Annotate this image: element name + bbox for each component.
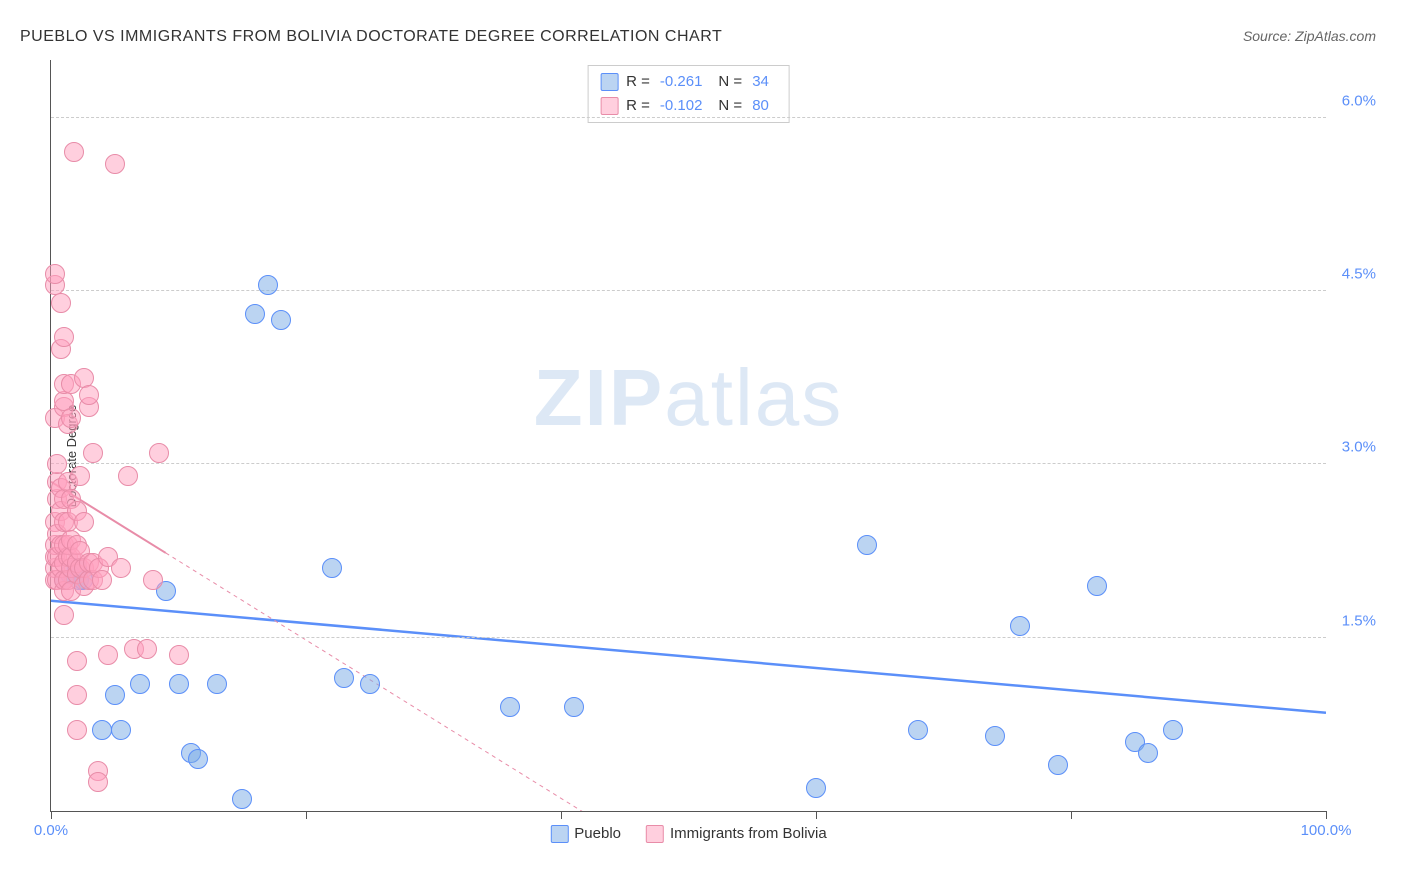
data-point [245,304,265,324]
data-point [98,645,118,665]
x-tick [1071,811,1072,819]
grid-line [51,117,1326,118]
data-point [1087,576,1107,596]
chart-container: Doctorate Degree ZIPatlas R = -0.261 N =… [50,60,1386,852]
data-point [118,466,138,486]
data-point [1048,755,1068,775]
data-point [857,535,877,555]
legend-stats: R = -0.261 N = 34 R = -0.102 N = 80 [587,65,790,123]
data-point [79,385,99,405]
source-attribution: Source: ZipAtlas.com [1243,28,1376,44]
r-label-1: R = [626,70,650,94]
data-point [1163,720,1183,740]
data-point [143,570,163,590]
grid-line [51,463,1326,464]
data-point [92,570,112,590]
data-point [111,558,131,578]
grid-line [51,637,1326,638]
plot-area: ZIPatlas R = -0.261 N = 34 R = -0.102 N … [50,60,1326,812]
n-label-1: N = [718,70,742,94]
data-point [500,697,520,717]
data-point [232,789,252,809]
data-point [67,685,87,705]
legend-label: Immigrants from Bolivia [670,825,827,842]
data-point [908,720,928,740]
r-value-1: -0.261 [660,70,703,94]
grid-line [51,290,1326,291]
data-point [271,310,291,330]
y-tick-label: 4.5% [1342,266,1376,283]
watermark-bold: ZIP [534,353,664,442]
watermark: ZIPatlas [534,352,843,444]
legend-swatch-pink [600,97,618,115]
x-tick [51,811,52,819]
n-value-2: 80 [752,94,769,118]
legend-item: Immigrants from Bolivia [646,825,827,843]
data-point [169,645,189,665]
data-point [130,674,150,694]
data-point [564,697,584,717]
x-tick-label: 0.0% [34,822,68,839]
legend-swatch [646,825,664,843]
data-point [188,749,208,769]
data-point [51,293,71,313]
x-tick [816,811,817,819]
data-point [1010,616,1030,636]
chart-title: PUEBLO VS IMMIGRANTS FROM BOLIVIA DOCTOR… [20,28,722,46]
x-tick [561,811,562,819]
x-tick [306,811,307,819]
y-tick-label: 6.0% [1342,92,1376,109]
legend-series: Pueblo Immigrants from Bolivia [550,825,826,843]
data-point [258,275,278,295]
data-point [88,772,108,792]
data-point [207,674,227,694]
data-point [61,408,81,428]
data-point [67,720,87,740]
r-label-2: R = [626,94,650,118]
legend-item: Pueblo [550,825,621,843]
data-point [64,142,84,162]
data-point [67,651,87,671]
x-tick-label: 100.0% [1301,822,1352,839]
data-point [111,720,131,740]
n-label-2: N = [718,94,742,118]
data-point [83,443,103,463]
data-point [149,443,169,463]
data-point [1138,743,1158,763]
data-point [105,154,125,174]
data-point [985,726,1005,746]
data-point [137,639,157,659]
y-tick-label: 1.5% [1342,612,1376,629]
r-value-2: -0.102 [660,94,703,118]
legend-label: Pueblo [574,825,621,842]
data-point [105,685,125,705]
data-point [92,720,112,740]
legend-stats-row-1: R = -0.261 N = 34 [600,70,777,94]
data-point [74,512,94,532]
data-point [45,264,65,284]
data-point [54,605,74,625]
n-value-1: 34 [752,70,769,94]
watermark-light: atlas [664,353,843,442]
data-point [334,668,354,688]
data-point [70,466,90,486]
x-tick [1326,811,1327,819]
legend-stats-row-2: R = -0.102 N = 80 [600,94,777,118]
y-tick-label: 3.0% [1342,439,1376,456]
data-point [169,674,189,694]
data-point [322,558,342,578]
data-point [54,327,74,347]
data-point [360,674,380,694]
trend-lines [51,60,1326,811]
legend-swatch-blue [600,73,618,91]
data-point [806,778,826,798]
legend-swatch [550,825,568,843]
